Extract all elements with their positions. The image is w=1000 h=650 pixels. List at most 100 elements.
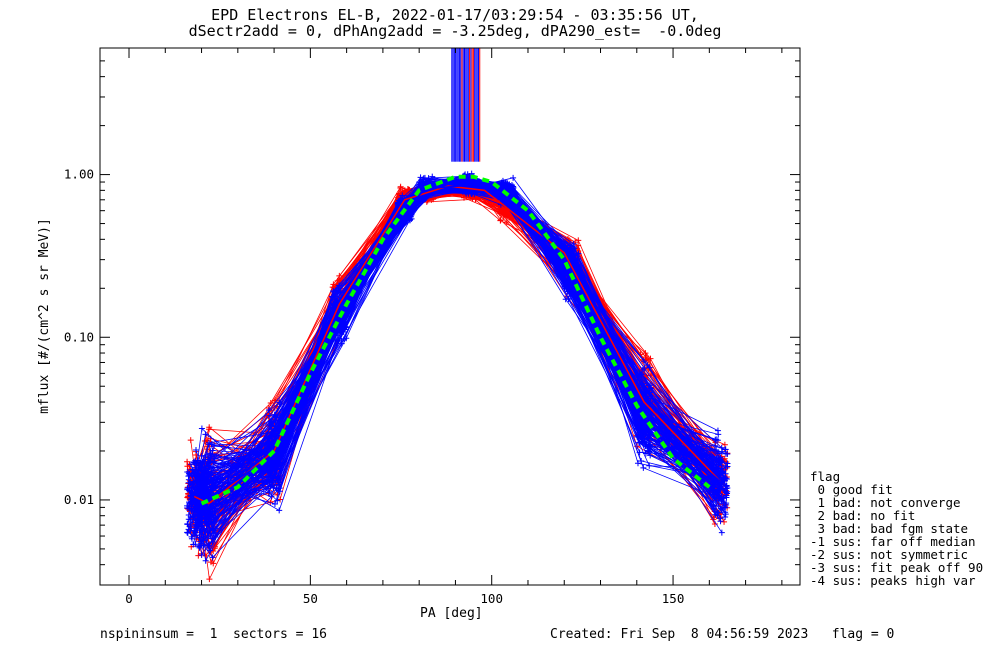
trace-point bbox=[647, 382, 654, 389]
trace-point bbox=[206, 464, 213, 471]
footer-left: nspininsum = 1 sectors = 16 bbox=[100, 627, 327, 642]
trace-point bbox=[634, 433, 641, 440]
trace-point bbox=[211, 443, 218, 450]
trace-point bbox=[187, 461, 194, 468]
trace-point bbox=[330, 281, 337, 288]
chart-subtitle: dSectr2add = 0, dPhAng2add = -3.25deg, d… bbox=[188, 22, 722, 40]
trace-point bbox=[271, 411, 278, 418]
trace-point bbox=[186, 480, 193, 487]
trace-point bbox=[266, 489, 273, 496]
trace-point bbox=[198, 552, 205, 559]
trace-point bbox=[185, 473, 192, 480]
trace-point bbox=[276, 399, 283, 406]
trace-point bbox=[634, 460, 641, 467]
y-axis-label: mflux [#/(cm^2 s sr MeV)] bbox=[37, 218, 52, 414]
trace-point bbox=[184, 486, 191, 493]
trace-point bbox=[718, 529, 725, 536]
trace-point bbox=[205, 441, 212, 448]
legend-item: 1 bad: not converge bbox=[810, 495, 961, 510]
trace-point bbox=[274, 474, 281, 481]
trace-point bbox=[499, 195, 506, 202]
y-tick-label: 0.01 bbox=[64, 492, 94, 507]
trace-point bbox=[209, 447, 216, 454]
y-tick-label: 1.00 bbox=[64, 167, 94, 182]
trace-point bbox=[277, 496, 284, 503]
trace-point bbox=[417, 182, 424, 189]
trace-point bbox=[191, 489, 198, 496]
trace-point bbox=[469, 179, 476, 186]
trace-point bbox=[713, 446, 720, 453]
trace-point bbox=[192, 471, 199, 478]
trace-point bbox=[268, 467, 275, 474]
trace-point bbox=[723, 501, 730, 508]
trace-point bbox=[641, 358, 648, 365]
trace-point bbox=[722, 470, 729, 477]
legend-item: 0 good fit bbox=[810, 482, 893, 497]
trace-point bbox=[565, 295, 572, 302]
trace-point bbox=[184, 520, 191, 527]
trace-point bbox=[210, 530, 217, 537]
trace-point bbox=[206, 426, 213, 433]
trace-point bbox=[202, 453, 209, 460]
trace-point bbox=[339, 319, 346, 326]
trace-point bbox=[192, 541, 199, 548]
trace-point bbox=[397, 183, 404, 190]
trace-point bbox=[718, 457, 725, 464]
trace-point bbox=[716, 485, 723, 492]
trace-point bbox=[644, 395, 651, 402]
trace-point bbox=[714, 512, 721, 519]
trace-point bbox=[184, 529, 191, 536]
legend-item: 3 bad: bad fgm state bbox=[810, 521, 969, 536]
series-line bbox=[204, 184, 721, 502]
trace-point bbox=[267, 483, 274, 490]
trace-point bbox=[266, 412, 273, 419]
trace-point bbox=[567, 242, 574, 249]
trace-point bbox=[267, 418, 274, 425]
legend-header: flag bbox=[810, 469, 841, 484]
trace-point bbox=[499, 183, 506, 190]
axes: 0.01 0.10 1.00 0 50 100 150 bbox=[64, 47, 800, 606]
chart-title: EPD Electrons EL-B, 2022-01-17/03:29:54 … bbox=[211, 6, 699, 24]
trace-point bbox=[642, 350, 649, 357]
trace-point bbox=[502, 181, 509, 188]
trace-point bbox=[205, 543, 212, 550]
trace-point bbox=[187, 516, 194, 523]
trace-point bbox=[209, 479, 216, 486]
plot-frame bbox=[99, 47, 801, 586]
trace-point bbox=[333, 296, 340, 303]
trace-point bbox=[723, 494, 730, 501]
legend-item: -1 sus: far off median bbox=[810, 534, 976, 549]
trace-point bbox=[329, 293, 336, 300]
trace-point bbox=[276, 479, 283, 486]
trace-point bbox=[575, 242, 582, 249]
trace-point bbox=[202, 557, 209, 564]
trace-point bbox=[724, 451, 731, 458]
trace-point bbox=[718, 468, 725, 475]
trace-point bbox=[644, 361, 651, 368]
trace-point bbox=[571, 250, 578, 257]
trace-point bbox=[266, 433, 273, 440]
series-line bbox=[200, 174, 711, 506]
trace-line bbox=[198, 183, 721, 506]
trace-point bbox=[722, 511, 729, 518]
trace-point bbox=[195, 467, 202, 474]
trace-point bbox=[276, 485, 283, 492]
trace-point bbox=[498, 191, 505, 198]
trace-point bbox=[276, 459, 283, 466]
x-tick-label: 50 bbox=[303, 591, 318, 606]
legend-item: -3 sus: fit peak off 90 bbox=[810, 560, 984, 575]
trace-point bbox=[264, 441, 271, 448]
x-tick-label: 150 bbox=[662, 591, 685, 606]
trace-point bbox=[710, 503, 717, 510]
trace-point bbox=[210, 458, 217, 465]
trace-point bbox=[565, 283, 572, 290]
trace-point bbox=[634, 378, 641, 385]
spike-layer bbox=[451, 48, 481, 162]
trace-point bbox=[510, 174, 517, 181]
trace-point bbox=[719, 448, 726, 455]
trace-point bbox=[497, 216, 504, 223]
trace-point bbox=[396, 200, 403, 207]
trace-point bbox=[208, 520, 215, 527]
x-axis-label: PA [deg] bbox=[420, 606, 483, 621]
trace-point bbox=[330, 287, 337, 294]
